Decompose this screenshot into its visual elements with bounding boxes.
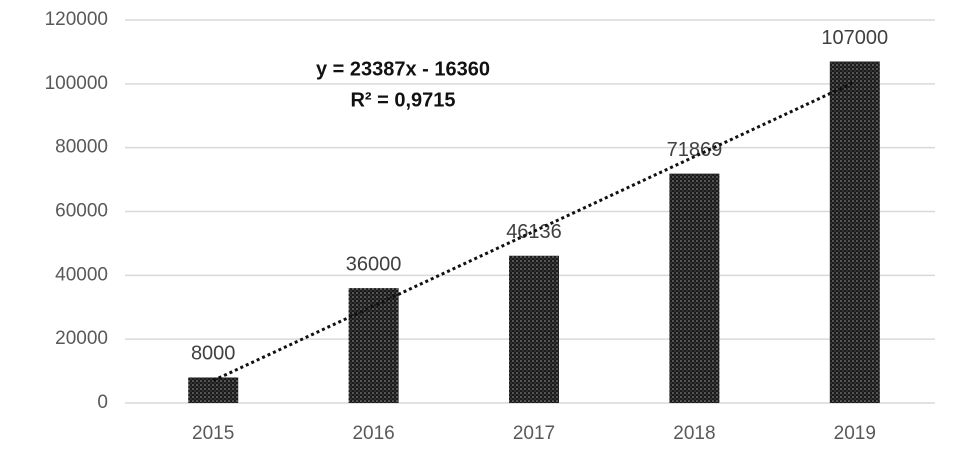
x-tick-label: 2015 (192, 423, 234, 444)
trendline (212, 80, 856, 382)
y-tick-label: 100000 (45, 73, 108, 94)
trendline-r-squared: R² = 0,9715 (350, 89, 455, 111)
bar (348, 288, 399, 403)
data-label: 71869 (667, 139, 723, 161)
bar (829, 61, 880, 403)
y-tick-label: 0 (97, 392, 108, 413)
x-tick-label: 2018 (673, 423, 715, 444)
bar (188, 377, 239, 403)
y-tick-label: 40000 (55, 264, 108, 285)
y-tick-label: 20000 (55, 328, 108, 349)
y-tick-label: 60000 (55, 201, 108, 222)
x-tick-label: 2019 (834, 423, 876, 444)
y-tick-label: 80000 (55, 137, 108, 158)
x-tick-label: 2016 (352, 423, 394, 444)
bar (669, 173, 720, 403)
data-label: 107000 (821, 27, 888, 49)
data-label: 8000 (191, 343, 236, 365)
x-tick-label: 2017 (513, 423, 555, 444)
bar (509, 255, 559, 403)
data-label: 36000 (346, 253, 402, 275)
y-tick-label: 120000 (45, 9, 108, 30)
trendline-equation: y = 23387x - 16360 (316, 58, 490, 80)
